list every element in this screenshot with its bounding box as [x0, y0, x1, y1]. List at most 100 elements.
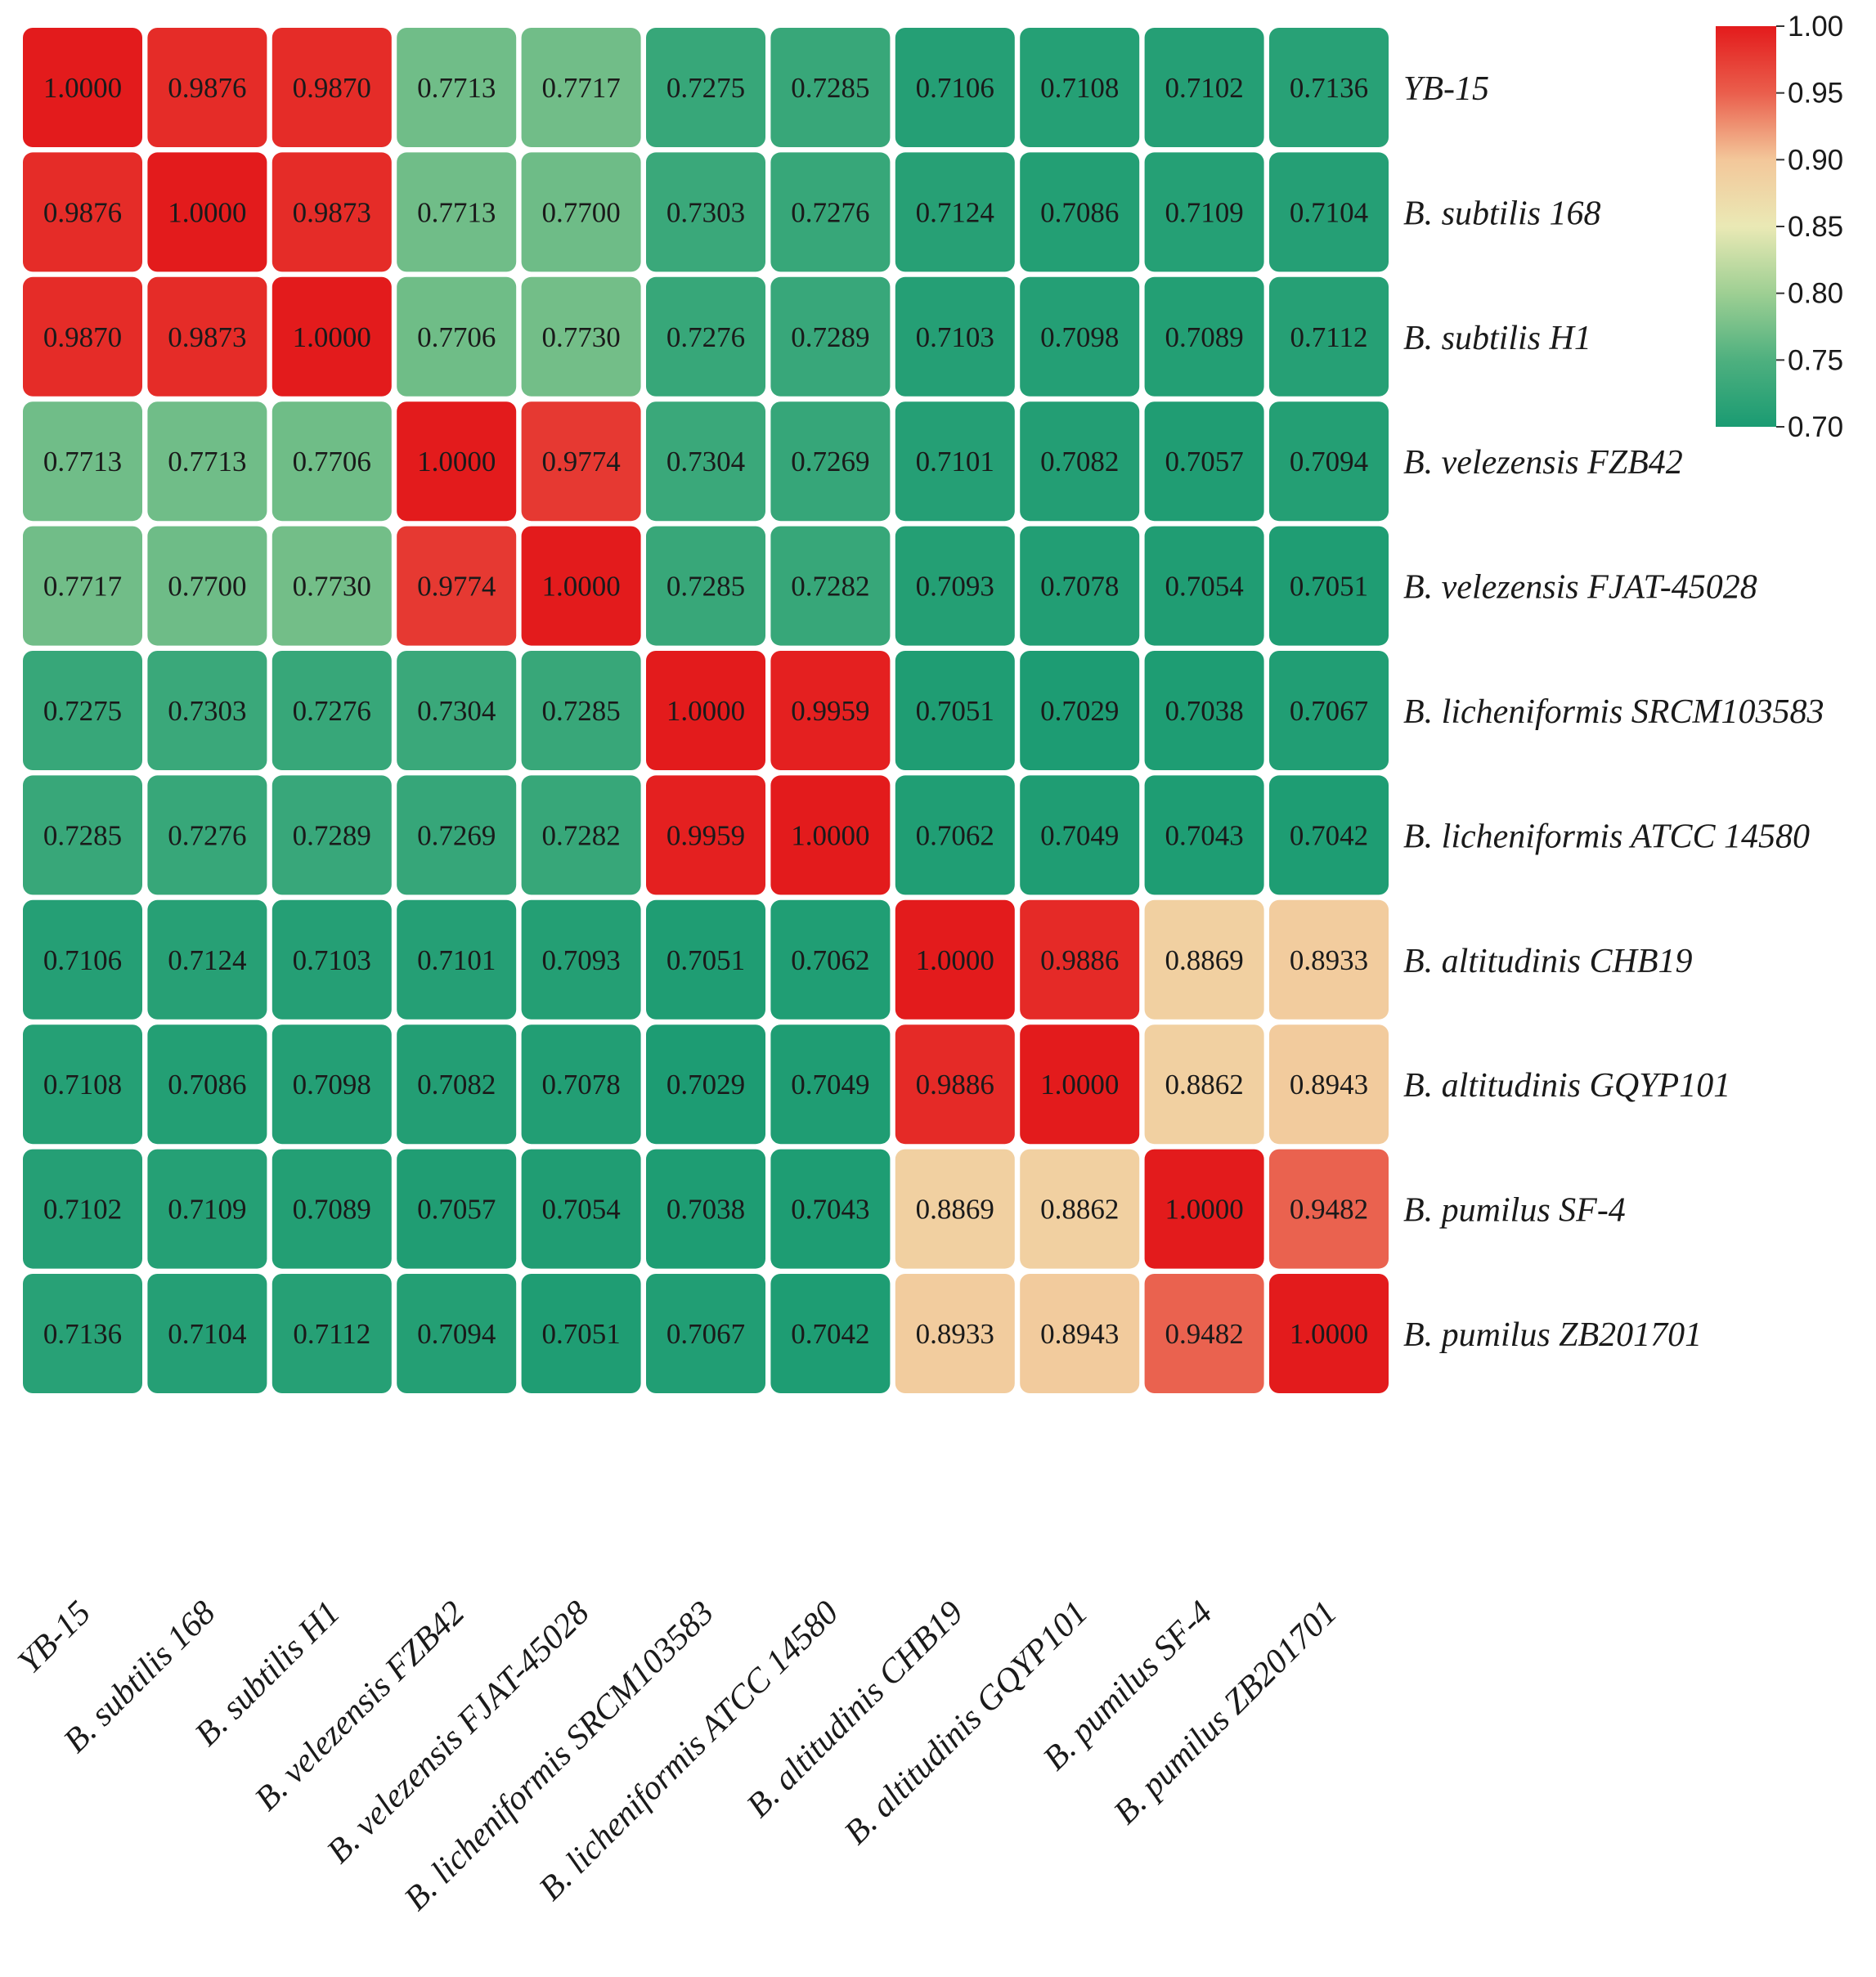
- cell-value-label: 0.7303: [168, 695, 246, 727]
- cell-value-label: 0.7054: [1165, 571, 1243, 603]
- colorbar-tick-label: 0.90: [1788, 144, 1843, 176]
- cell-value-label: 0.8862: [1165, 1069, 1243, 1101]
- cell-value-label: 0.7108: [1040, 72, 1119, 104]
- heatmap-cell: [1269, 1274, 1389, 1393]
- cell-value-label: 0.7051: [1290, 571, 1368, 603]
- heatmap-cell: [646, 1024, 765, 1145]
- cell-value-label: 0.7029: [666, 1069, 745, 1101]
- heatmap-cell: [147, 1149, 267, 1269]
- colorbar-tick-label: 0.85: [1788, 211, 1843, 243]
- heatmap-cell: [646, 152, 765, 272]
- heatmap-cell: [646, 775, 765, 895]
- heatmap-cell: [895, 899, 1015, 1020]
- heatmap-cell: [272, 526, 392, 646]
- cell-value-label: 0.7054: [541, 1194, 620, 1226]
- heatmap-cell: [1144, 899, 1264, 1020]
- cell-value-label: 0.7104: [1290, 196, 1368, 228]
- cell-value-label: 0.7124: [916, 196, 994, 228]
- cell-value-label: 0.7042: [791, 1318, 869, 1350]
- colorbar-tick-label: 0.95: [1788, 78, 1843, 110]
- column-label: B. velezensis FZB42: [248, 1594, 472, 1818]
- cell-value-label: 0.8933: [1290, 944, 1368, 976]
- heatmap-cell: [521, 401, 641, 522]
- heatmap-cell: [521, 899, 641, 1020]
- cell-value-label: 0.9482: [1165, 1318, 1243, 1350]
- heatmap-cell: [272, 1024, 392, 1145]
- column-label: B. velezensis FJAT-45028: [320, 1594, 597, 1872]
- row-label: B. altitudinis CHB19: [1403, 943, 1693, 980]
- cell-value-label: 0.7051: [541, 1318, 620, 1350]
- heatmap-cell: [397, 526, 517, 646]
- row-label: B. velezensis FJAT-45028: [1403, 569, 1757, 607]
- colorbar-legend: 1.00 0.95 0.90 0.85 0.80 0.75 0.70: [1716, 11, 1843, 443]
- cell-value-label: 0.7062: [916, 819, 994, 851]
- cell-value-label: 0.9876: [43, 196, 122, 228]
- cell-value-label: 0.7285: [666, 571, 745, 603]
- heatmap-cell: [23, 401, 142, 522]
- cell-value-label: 0.7038: [1165, 695, 1243, 727]
- heatmap-cell: [1144, 1274, 1264, 1393]
- cell-value-label: 1.0000: [916, 944, 994, 976]
- cell-value-label: 0.7112: [293, 1318, 370, 1350]
- heatmap-cell: [521, 152, 641, 272]
- heatmap-cell: [397, 651, 517, 770]
- cell-value-label: 1.0000: [791, 819, 869, 851]
- heatmap-cell: [1269, 401, 1389, 522]
- cell-value-label: 0.7103: [916, 321, 994, 353]
- heatmap-cell: [521, 1274, 641, 1393]
- cell-value-label: 0.7102: [43, 1194, 122, 1226]
- heatmap-cell: [272, 775, 392, 895]
- heatmap-cell: [646, 1274, 765, 1393]
- row-label: B. subtilis H1: [1403, 320, 1591, 357]
- cell-value-label: 0.7098: [293, 1069, 371, 1101]
- cell-value-label: 0.7093: [916, 571, 994, 603]
- cell-value-label: 0.7706: [293, 446, 371, 477]
- heatmap-cells: 1.0000 0.9876 0.9870 0.7713 0.7717 0.7275 0.72…: [23, 28, 1389, 1393]
- cell-value-label: 0.8943: [1040, 1318, 1119, 1350]
- heatmap-cell: [23, 651, 142, 770]
- heatmap-cell: [770, 1024, 891, 1145]
- cell-value-label: 0.7089: [293, 1194, 371, 1226]
- heatmap-cell: [1269, 276, 1389, 397]
- heatmap-cell: [397, 152, 517, 272]
- colorbar-tick-label: 0.70: [1788, 411, 1843, 443]
- colorbar-gradient-bar: [1716, 26, 1776, 427]
- cell-value-label: 0.7049: [791, 1069, 869, 1101]
- heatmap-cell: [770, 152, 891, 272]
- cell-value-label: 0.7062: [791, 944, 869, 976]
- cell-value-label: 0.8869: [916, 1194, 994, 1226]
- heatmap-cell: [272, 152, 392, 272]
- heatmap-cell: [1269, 899, 1389, 1020]
- cell-value-label: 0.7082: [1040, 446, 1119, 477]
- cell-value-label: 0.7124: [168, 944, 246, 976]
- heatmap-cell: [272, 276, 392, 397]
- heatmap-cell: [23, 1149, 142, 1269]
- cell-value-label: 0.7276: [168, 819, 246, 851]
- heatmap-cell: [770, 1149, 891, 1269]
- cell-value-label: 0.9870: [43, 321, 122, 353]
- cell-value-label: 0.7136: [43, 1318, 122, 1350]
- cell-value-label: 0.7276: [293, 695, 371, 727]
- cell-value-label: 0.7109: [168, 1194, 246, 1226]
- cell-value-label: 0.7713: [417, 196, 496, 228]
- heatmap-cell: [1144, 526, 1264, 646]
- cell-value-label: 0.7289: [293, 819, 371, 851]
- cell-value-label: 0.7051: [916, 695, 994, 727]
- heatmap-cell: [521, 276, 641, 397]
- heatmap-cell: [895, 28, 1015, 147]
- cell-value-label: 0.7276: [791, 196, 869, 228]
- heatmap-cell: [397, 401, 517, 522]
- cell-value-label: 0.7057: [1165, 446, 1243, 477]
- row-label: B. altitudinis GQYP101: [1403, 1067, 1730, 1105]
- cell-value-label: 0.7082: [417, 1069, 496, 1101]
- cell-value-label: 0.7104: [168, 1318, 246, 1350]
- heatmap-cell: [1020, 899, 1140, 1020]
- heatmap-cell: [397, 899, 517, 1020]
- heatmap-cell: [646, 651, 765, 770]
- heatmap-cell: [895, 276, 1015, 397]
- cell-value-label: 1.0000: [541, 571, 620, 603]
- row-label: B. pumilus ZB201701: [1403, 1316, 1702, 1354]
- cell-value-label: 0.7276: [666, 321, 745, 353]
- heatmap-cell: [895, 152, 1015, 272]
- cell-value-label: 0.9873: [168, 321, 246, 353]
